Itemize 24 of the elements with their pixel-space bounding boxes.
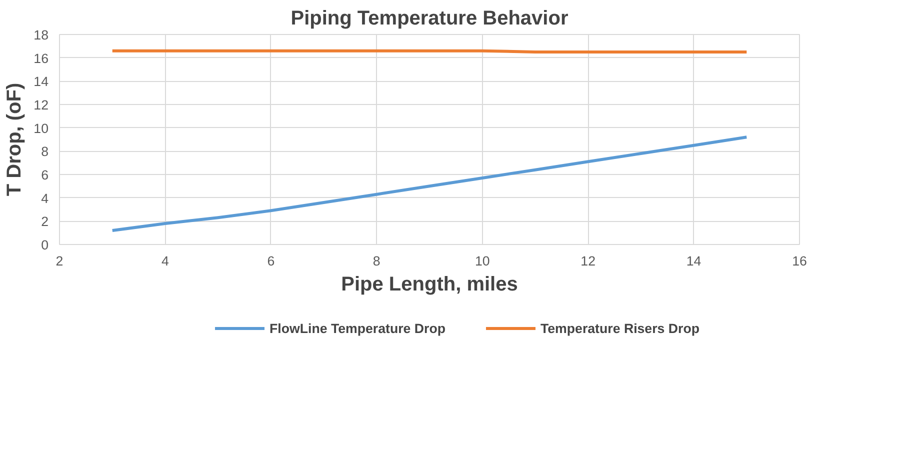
y-tick-label: 12 [34, 98, 49, 112]
y-axis-title: T Drop, (oF) [4, 82, 26, 196]
y-tick-label: 4 [41, 190, 50, 206]
y-tick-label: 14 [34, 74, 50, 90]
x-tick-label: 14 [686, 254, 702, 268]
y-tick-label: 2 [41, 214, 49, 230]
x-tick-label: 6 [267, 254, 275, 268]
line-series [110, 136, 748, 232]
legend-label: FlowLine Temperature Drop [269, 320, 446, 336]
y-tick-label: 16 [34, 50, 49, 66]
x-axis-title: Pipe Length, miles [341, 274, 518, 296]
x-tick-label: 10 [474, 254, 490, 268]
x-tick-label: 8 [372, 254, 380, 268]
y-tick-label: 18 [34, 28, 49, 42]
x-tick-label: 16 [792, 254, 807, 268]
y-tick-label: 6 [41, 168, 49, 182]
x-tick-label: 12 [580, 254, 596, 268]
y-tick-label: 8 [41, 144, 49, 160]
y-tick-label: 10 [34, 120, 49, 136]
chart-title: Piping Temperature Behavior [290, 8, 568, 30]
x-tick-label: 4 [162, 254, 170, 268]
legend-label: Temperature Risers Drop [540, 320, 700, 336]
x-tick-label: 2 [56, 254, 64, 268]
y-tick-label: 0 [41, 238, 49, 252]
